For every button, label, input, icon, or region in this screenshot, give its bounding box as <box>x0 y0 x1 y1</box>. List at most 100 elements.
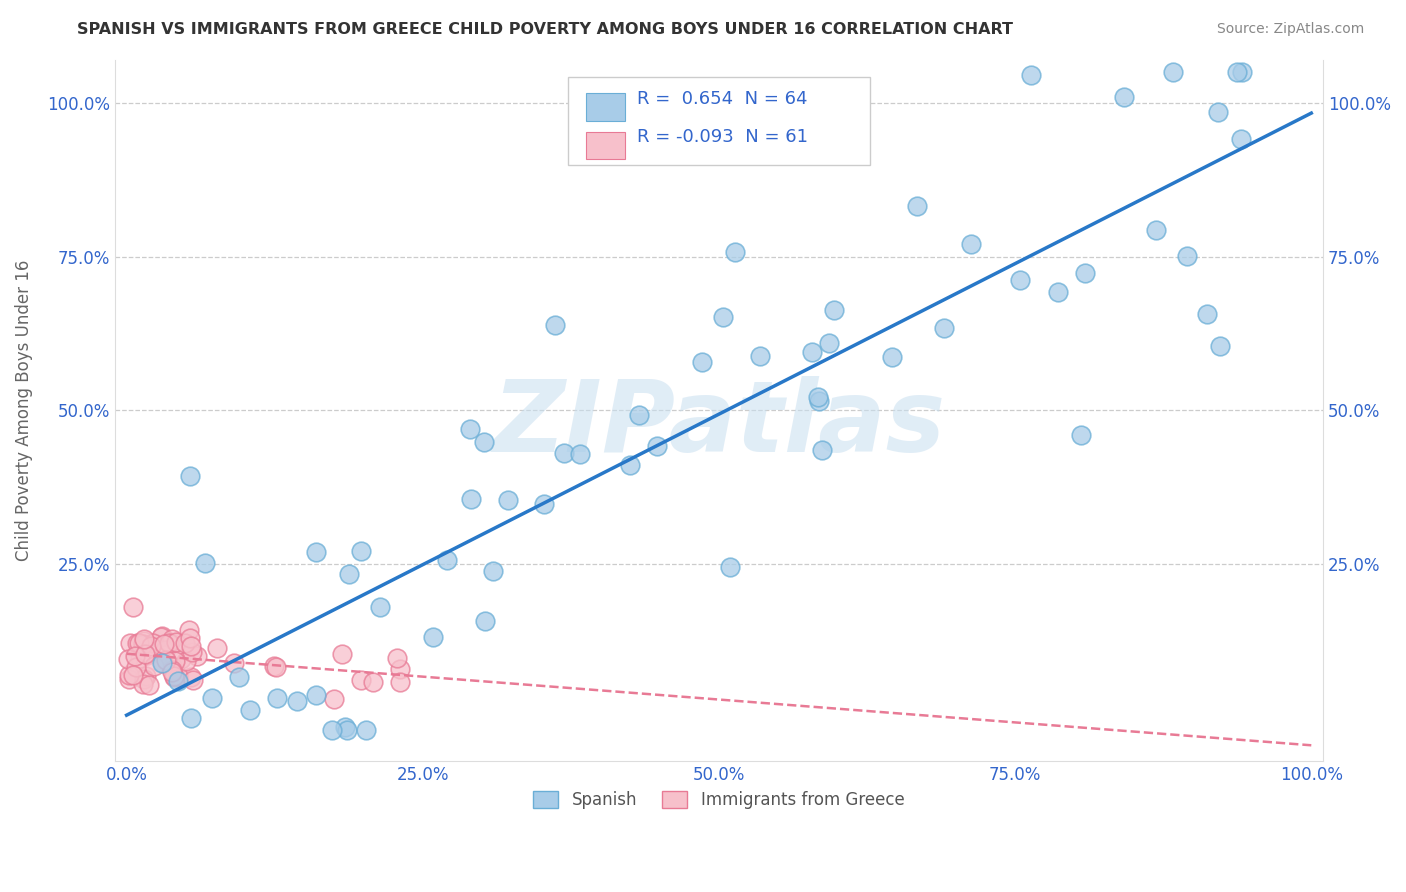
Point <box>628 409 651 423</box>
Point <box>553 445 575 459</box>
Point <box>162 669 184 683</box>
Point <box>337 566 360 581</box>
Point <box>1046 285 1069 299</box>
Point <box>533 497 555 511</box>
Point <box>544 318 567 332</box>
Point <box>811 442 834 457</box>
Point <box>711 310 734 324</box>
Point <box>179 631 201 645</box>
FancyBboxPatch shape <box>586 132 624 159</box>
Point <box>498 493 520 508</box>
Point <box>569 447 592 461</box>
Point <box>135 648 157 663</box>
Point <box>1161 65 1184 79</box>
Point <box>167 669 190 683</box>
Point <box>132 633 155 648</box>
Point <box>1112 90 1135 104</box>
Point <box>619 458 641 472</box>
Point <box>177 624 200 638</box>
Point <box>125 636 148 650</box>
Point <box>134 647 156 661</box>
Point <box>155 652 177 666</box>
Point <box>285 694 308 708</box>
Point <box>150 629 173 643</box>
Point <box>150 656 173 670</box>
Point <box>436 553 458 567</box>
Point <box>132 632 155 646</box>
Point <box>350 673 373 688</box>
Text: Source: ZipAtlas.com: Source: ZipAtlas.com <box>1216 22 1364 37</box>
Point <box>1070 427 1092 442</box>
Point <box>138 678 160 692</box>
Point <box>128 651 150 665</box>
Point <box>354 723 377 738</box>
Point <box>388 662 411 676</box>
Point <box>180 640 202 654</box>
Point <box>1226 65 1249 79</box>
Point <box>458 422 481 436</box>
Point <box>139 639 162 653</box>
Point <box>118 672 141 686</box>
Point <box>163 670 186 684</box>
Text: R =  0.654  N = 64: R = 0.654 N = 64 <box>637 90 807 108</box>
Point <box>170 652 193 666</box>
Point <box>142 636 165 650</box>
Point <box>305 688 328 702</box>
Point <box>159 634 181 648</box>
Point <box>1175 249 1198 263</box>
Point <box>266 691 288 706</box>
Point <box>823 303 845 318</box>
Point <box>125 660 148 674</box>
Point <box>186 648 208 663</box>
Point <box>335 720 357 734</box>
Point <box>162 663 184 677</box>
Point <box>336 723 359 738</box>
Point <box>460 492 482 507</box>
Point <box>960 236 983 251</box>
Point <box>1144 223 1167 237</box>
Legend: Spanish, Immigrants from Greece: Spanish, Immigrants from Greece <box>527 784 911 816</box>
Point <box>1230 65 1253 79</box>
Point <box>807 390 830 404</box>
Point <box>174 654 197 668</box>
Point <box>160 665 183 680</box>
Point <box>818 335 841 350</box>
Point <box>222 657 245 671</box>
Point <box>181 645 204 659</box>
Point <box>238 703 260 717</box>
Point <box>749 349 772 363</box>
Point <box>153 637 176 651</box>
Point <box>1021 68 1043 82</box>
Point <box>205 640 228 655</box>
Point <box>1074 266 1097 280</box>
Point <box>135 669 157 683</box>
Text: ZIPatlas: ZIPatlas <box>492 376 945 473</box>
Point <box>388 674 411 689</box>
Point <box>180 670 202 684</box>
Text: R = -0.093  N = 61: R = -0.093 N = 61 <box>637 128 808 146</box>
Point <box>117 652 139 666</box>
Point <box>160 658 183 673</box>
Point <box>305 545 328 559</box>
Point <box>193 557 215 571</box>
Point <box>321 723 343 738</box>
Point <box>474 615 496 629</box>
Point <box>131 638 153 652</box>
Point <box>422 630 444 644</box>
Point <box>122 599 145 614</box>
Point <box>128 636 150 650</box>
Point <box>350 544 373 558</box>
Point <box>330 648 353 662</box>
Point <box>880 350 903 364</box>
Point <box>118 667 141 681</box>
Point <box>645 439 668 453</box>
Point <box>228 670 250 684</box>
Y-axis label: Child Poverty Among Boys Under 16: Child Poverty Among Boys Under 16 <box>15 260 32 561</box>
Point <box>323 692 346 706</box>
Point <box>160 632 183 646</box>
Point <box>905 199 928 213</box>
Point <box>361 675 384 690</box>
Point <box>122 668 145 682</box>
Point <box>1008 273 1031 287</box>
Point <box>474 435 496 450</box>
